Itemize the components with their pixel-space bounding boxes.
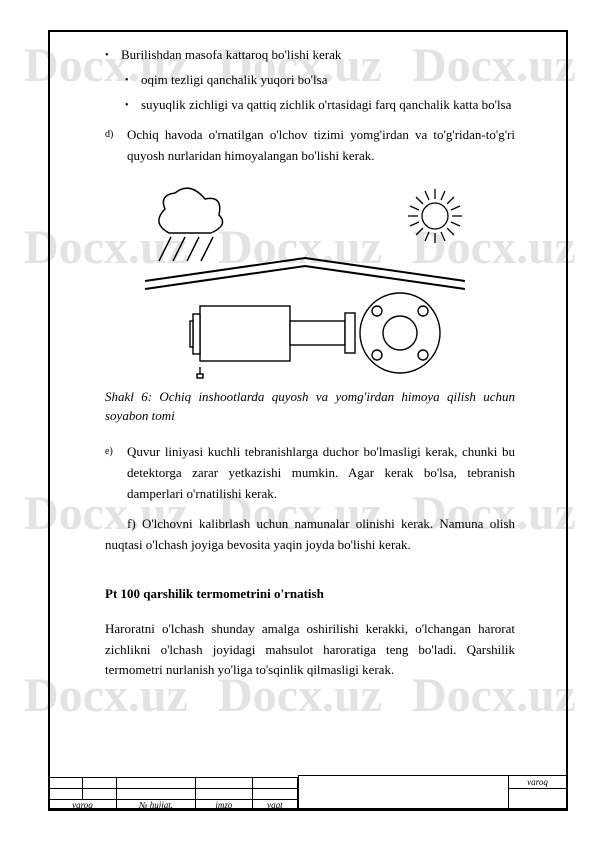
title-block: varoq № hujjat. imzo vaqt varoq [48, 775, 568, 811]
ordered-item-e: e) Quvur liniyasi kuchli tebranishlarga … [105, 442, 515, 504]
bullet-item: • Burilishdan masofa kattaroq bo'lishi k… [105, 45, 515, 66]
body-paragraph: Haroratni o'lchash shunday amalga oshiri… [105, 619, 515, 681]
sun-icon [408, 189, 462, 243]
ordered-marker: d) [105, 125, 127, 143]
footer-col-varoq: varoq [49, 800, 117, 811]
shelter-roof-icon [145, 258, 465, 289]
figure-caption: Shakl 6: Ochiq inshootlarda quyosh va yo… [105, 387, 515, 426]
bullet-text: suyuqlik zichligi va qattiq zichlik o'rt… [141, 95, 511, 116]
footer-varoq-label: varoq [509, 776, 566, 789]
ordered-text: Ochiq havoda o'rnatilgan o'lchov tizimi … [127, 125, 515, 167]
page-content: • Burilishdan masofa kattaroq bo'lishi k… [105, 45, 515, 681]
ordered-marker: e) [105, 442, 127, 460]
bullet-icon: • [125, 95, 141, 114]
rain-cloud-icon [159, 188, 223, 261]
section-heading: Pt 100 qarshilik termometrini o'rnatish [105, 584, 515, 605]
bullet-item: • oqim tezligi qanchalik yuqori bo'lsa [125, 70, 515, 91]
footer-col-imzo: imzo [196, 800, 253, 811]
bullet-item: • suyuqlik zichligi va qattiq zichlik o'… [125, 95, 515, 116]
figure-shelter-diagram [105, 181, 515, 381]
bullet-icon: • [125, 70, 141, 89]
device-icon [190, 293, 440, 378]
footer-left-table: varoq № hujjat. imzo vaqt [48, 777, 298, 811]
bullet-text: oqim tezligi qanchalik yuqori bo'lsa [141, 70, 327, 91]
footer-middle-cell [298, 775, 508, 811]
paragraph-f: f) O'lchovni kalibrlash uchun namunalar … [105, 514, 515, 556]
ordered-item-d: d) Ochiq havoda o'rnatilgan o'lchov tizi… [105, 125, 515, 167]
footer-col-vaqt: vaqt [252, 800, 297, 811]
footer-col-hujjat: № hujjat. [116, 800, 195, 811]
ordered-text: Quvur liniyasi kuchli tebranishlarga duc… [127, 442, 515, 504]
footer-varoq-box: varoq [508, 775, 568, 811]
bullet-icon: • [105, 45, 121, 64]
bullet-text: Burilishdan masofa kattaroq bo'lishi ker… [121, 45, 341, 66]
